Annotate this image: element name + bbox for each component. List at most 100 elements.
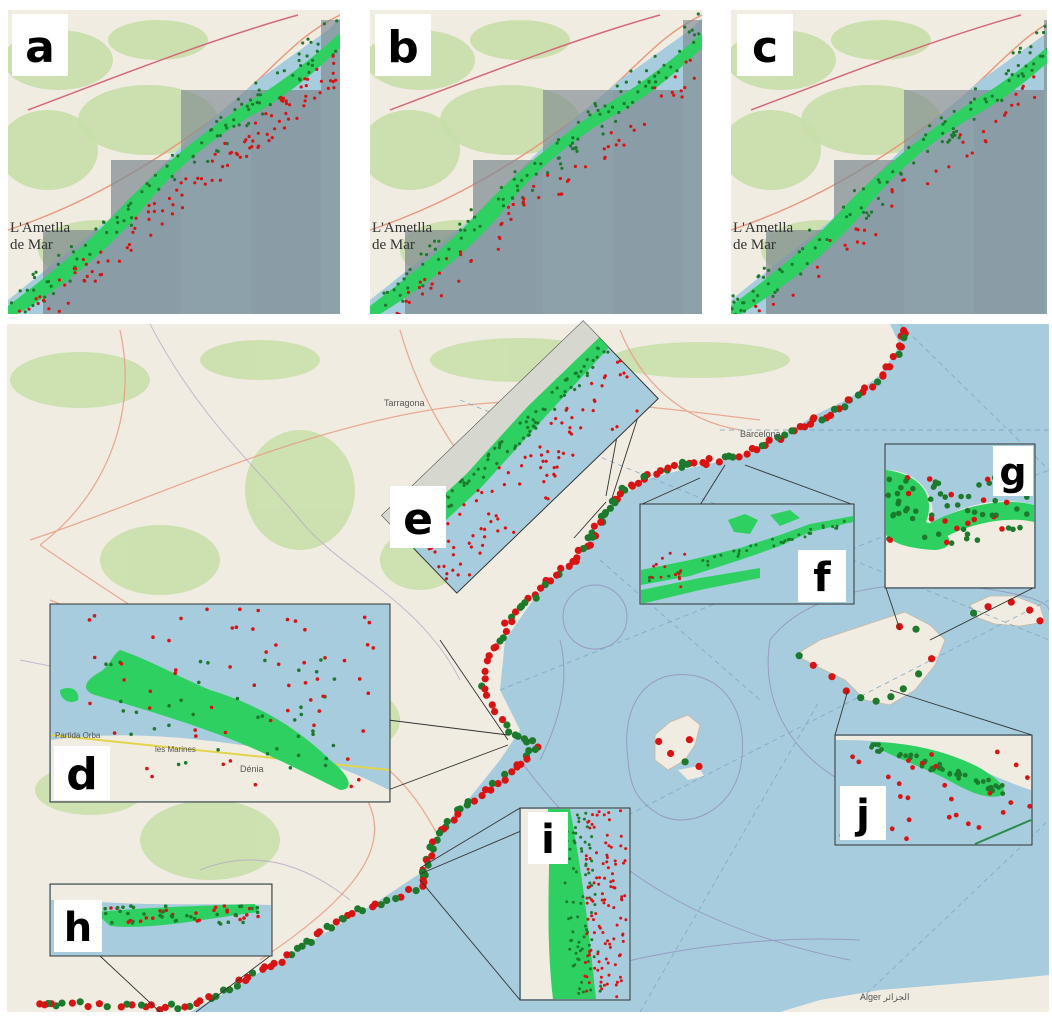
point bbox=[821, 526, 825, 530]
point bbox=[642, 122, 647, 126]
point bbox=[610, 427, 615, 431]
point bbox=[247, 107, 251, 111]
point bbox=[481, 543, 485, 547]
point bbox=[1020, 72, 1024, 76]
point bbox=[251, 102, 255, 106]
point bbox=[876, 178, 880, 182]
point bbox=[587, 943, 591, 947]
point bbox=[238, 917, 242, 922]
point bbox=[706, 563, 710, 567]
panel-c-label-box: c bbox=[737, 14, 793, 76]
point bbox=[567, 917, 571, 921]
point bbox=[126, 911, 130, 916]
point bbox=[731, 307, 734, 311]
point bbox=[526, 433, 530, 437]
point bbox=[473, 215, 477, 219]
point bbox=[145, 182, 149, 186]
point bbox=[952, 109, 956, 113]
point bbox=[557, 456, 561, 460]
point bbox=[241, 920, 245, 925]
point bbox=[579, 835, 583, 839]
point bbox=[487, 786, 495, 794]
point bbox=[238, 607, 242, 611]
point bbox=[279, 95, 283, 99]
point bbox=[281, 99, 285, 103]
point bbox=[683, 552, 687, 556]
point bbox=[604, 841, 608, 845]
point bbox=[494, 514, 498, 518]
point bbox=[265, 752, 270, 756]
point bbox=[228, 665, 232, 669]
point bbox=[127, 243, 132, 247]
point bbox=[466, 219, 470, 223]
point bbox=[326, 86, 330, 90]
point bbox=[313, 96, 317, 100]
point bbox=[123, 1000, 131, 1008]
point bbox=[446, 539, 451, 543]
point bbox=[233, 982, 241, 990]
point bbox=[18, 289, 22, 293]
point bbox=[585, 928, 588, 932]
point bbox=[45, 280, 49, 284]
point bbox=[907, 145, 911, 150]
point bbox=[161, 1003, 169, 1012]
point bbox=[332, 61, 336, 65]
point bbox=[539, 466, 543, 470]
point bbox=[999, 783, 1005, 788]
point bbox=[520, 464, 524, 468]
point bbox=[165, 164, 169, 168]
point bbox=[582, 817, 586, 821]
point bbox=[588, 857, 592, 860]
point bbox=[303, 937, 311, 945]
point bbox=[167, 723, 171, 728]
point bbox=[567, 178, 571, 182]
point bbox=[256, 715, 260, 720]
point bbox=[611, 499, 619, 507]
point bbox=[647, 80, 651, 84]
point bbox=[476, 488, 480, 493]
panel-b-label: b bbox=[387, 22, 419, 73]
inset-i-label-box bbox=[528, 812, 568, 864]
point bbox=[758, 442, 767, 450]
point bbox=[632, 128, 636, 132]
point bbox=[119, 662, 124, 666]
point bbox=[1006, 69, 1011, 73]
point bbox=[105, 230, 109, 235]
point bbox=[861, 187, 866, 191]
point bbox=[624, 80, 628, 84]
point bbox=[721, 453, 729, 461]
mallorca bbox=[794, 611, 946, 706]
point bbox=[268, 103, 272, 107]
point bbox=[1003, 113, 1007, 117]
point bbox=[790, 538, 794, 541]
point bbox=[174, 1005, 182, 1012]
point bbox=[175, 188, 179, 192]
point bbox=[238, 904, 242, 909]
inset-d-label-partida: Partida Orba bbox=[55, 731, 101, 740]
point bbox=[497, 466, 501, 470]
point bbox=[943, 539, 950, 546]
point bbox=[732, 300, 736, 304]
point bbox=[940, 140, 944, 144]
inset-g-label: g bbox=[999, 450, 1026, 494]
inset-d-points bbox=[64, 607, 376, 789]
point bbox=[81, 257, 85, 262]
point bbox=[808, 228, 812, 232]
point bbox=[462, 503, 466, 507]
point bbox=[549, 421, 553, 425]
point bbox=[856, 759, 862, 765]
point bbox=[595, 851, 598, 855]
point bbox=[672, 93, 676, 97]
point bbox=[282, 126, 287, 130]
point bbox=[57, 253, 61, 257]
inset-h-points bbox=[103, 904, 260, 926]
point bbox=[467, 541, 471, 545]
point bbox=[433, 550, 437, 554]
point bbox=[585, 932, 589, 936]
point bbox=[17, 315, 20, 318]
point bbox=[771, 302, 776, 306]
point bbox=[654, 562, 658, 566]
point bbox=[199, 177, 204, 181]
point bbox=[948, 540, 955, 546]
point bbox=[589, 988, 593, 992]
